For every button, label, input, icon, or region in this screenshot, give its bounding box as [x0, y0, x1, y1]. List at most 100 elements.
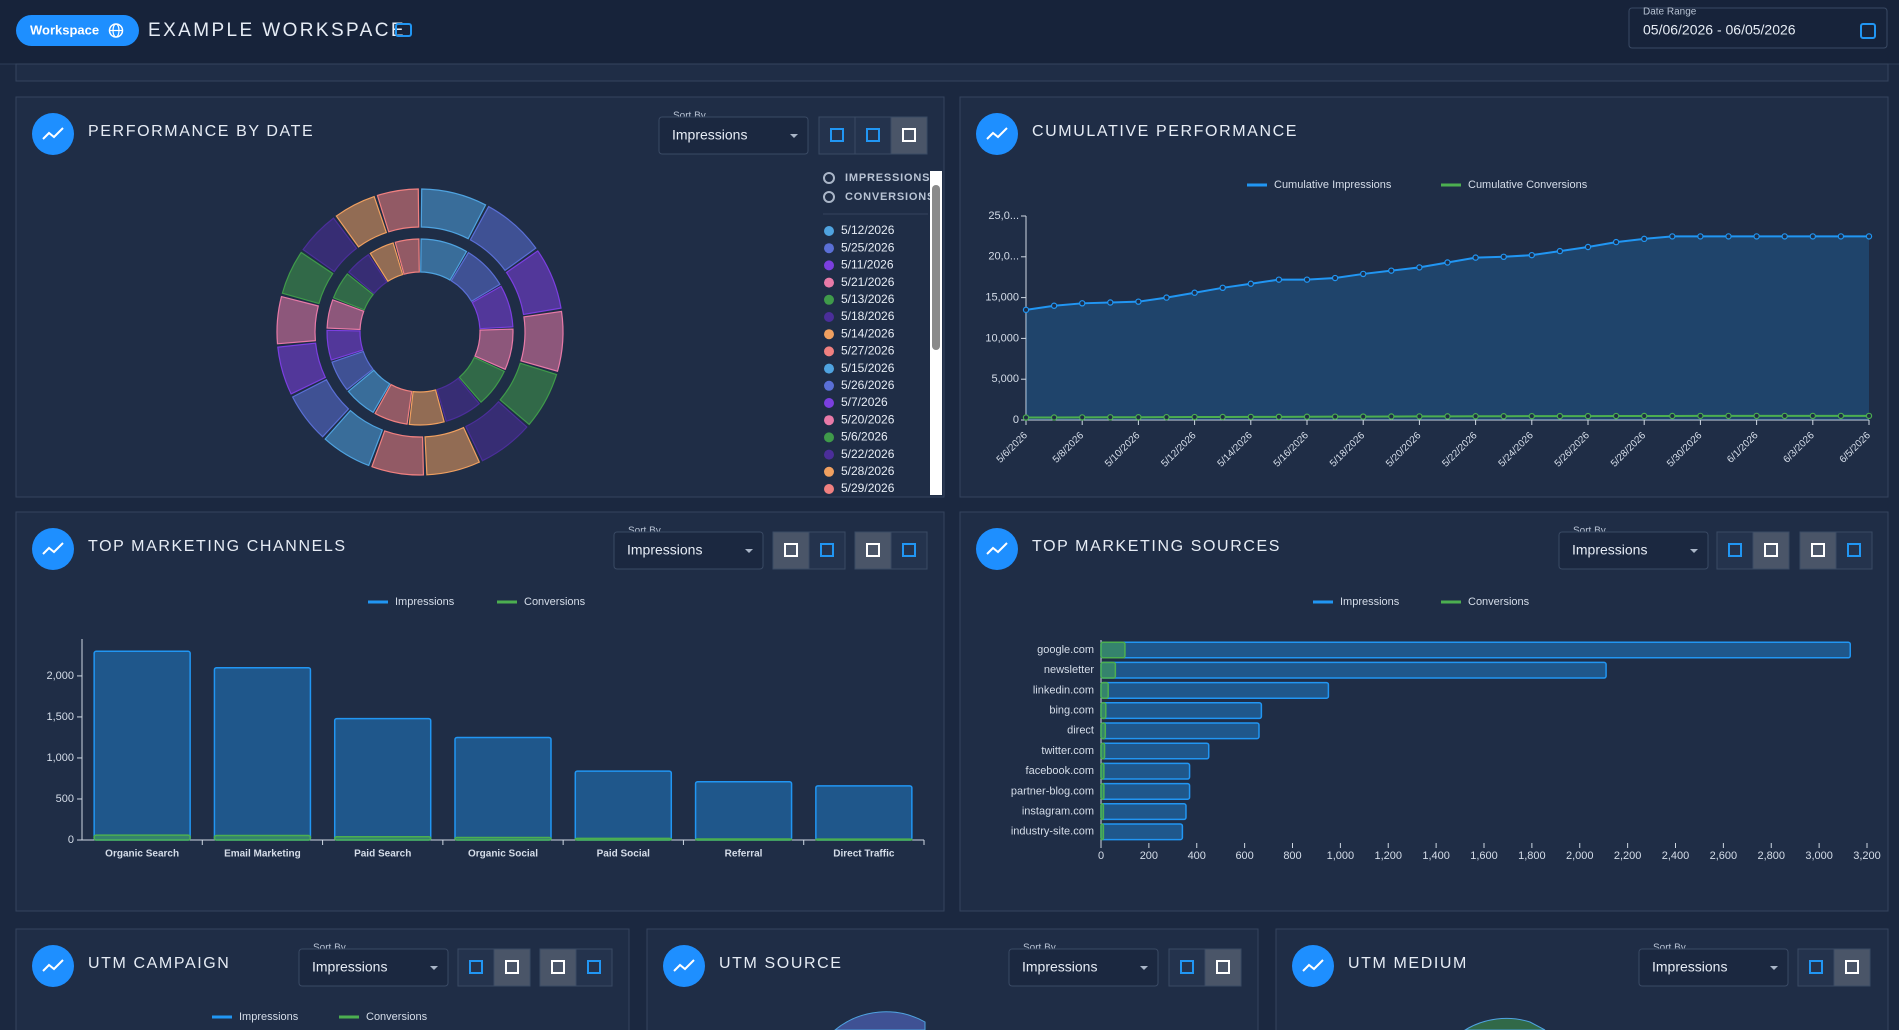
point: [1163, 294, 1170, 301]
point: [1528, 251, 1536, 259]
sort-select[interactable]: [298, 948, 449, 987]
view-button[interactable]: [1204, 948, 1242, 987]
y-tick-label: 2,000: [46, 670, 74, 682]
sort-select[interactable]: [1558, 531, 1709, 570]
panel-title: PERFORMANCE BY DATE: [88, 123, 314, 140]
view-button[interactable]: [1833, 948, 1871, 987]
legend-label: Conversions: [366, 1011, 428, 1023]
view-button[interactable]: [1799, 531, 1837, 570]
view-button-icon: [587, 960, 601, 974]
view-button[interactable]: [1168, 948, 1206, 987]
bar: [213, 666, 312, 841]
top-bar: [0, 0, 1899, 64]
panel-title: UTM CAMPAIGN: [88, 955, 230, 972]
view-button-icon: [902, 128, 916, 142]
y-tick-label: 0: [68, 834, 74, 846]
sort-select[interactable]: [613, 531, 764, 570]
legend-marker: [824, 398, 834, 408]
view-button[interactable]: [575, 948, 613, 987]
view-button[interactable]: [1835, 531, 1873, 570]
panel-icon-glyph: [986, 542, 1008, 555]
bar: [454, 736, 552, 841]
sort-select[interactable]: [1008, 948, 1159, 987]
view-button[interactable]: [772, 531, 810, 570]
panel-icon-glyph: [42, 542, 64, 555]
point: [1528, 412, 1536, 420]
y-tick-label: 25,0...: [988, 210, 1019, 222]
legend-marker: [824, 432, 834, 443]
bar: [815, 785, 913, 841]
y-tick-label: 10,000: [985, 332, 1019, 344]
workspace-badge[interactable]: [16, 15, 139, 46]
pie-segment: [302, 217, 358, 273]
point: [1612, 238, 1620, 246]
view-button[interactable]: [890, 116, 928, 155]
point: [1781, 233, 1788, 240]
point: [1303, 413, 1311, 420]
pie-segment: [326, 329, 364, 361]
sort-caret: [1690, 549, 1698, 553]
sort-value: Impressions: [1572, 542, 1647, 558]
x-tick-label: 3,000: [1805, 850, 1833, 862]
view-button[interactable]: [1752, 531, 1790, 570]
pie-segment: [474, 328, 514, 371]
view-button[interactable]: [854, 531, 892, 570]
pie-segment: [371, 430, 425, 476]
panel-title: CUMULATIVE PERFORMANCE: [1032, 123, 1298, 140]
pie-segment: [374, 383, 413, 425]
x-tick-label: 2,200: [1614, 850, 1642, 862]
point: [1669, 412, 1676, 420]
calendar-icon[interactable]: [1860, 23, 1876, 39]
point: [1416, 413, 1423, 420]
view-button-icon: [1728, 543, 1742, 557]
ring-legend-label: IMPRESSIONS: [845, 172, 930, 184]
point: [1275, 276, 1283, 283]
y-tick-label: partner-blog.com: [1011, 785, 1094, 797]
sort-label: Sort By: [1023, 943, 1056, 954]
view-button[interactable]: [1716, 531, 1754, 570]
pie-segment: [347, 369, 391, 414]
view-button[interactable]: [818, 116, 856, 155]
pie-segment: [420, 188, 487, 240]
view-button[interactable]: [854, 116, 892, 155]
x-tick-label: 1,600: [1470, 850, 1498, 862]
point: [1219, 413, 1226, 421]
point: [1388, 267, 1395, 274]
pie-segment: [281, 251, 334, 305]
point: [1753, 412, 1760, 420]
bar: [93, 834, 191, 841]
bar: [1100, 722, 1107, 740]
view-button[interactable]: [890, 531, 928, 570]
sort-select[interactable]: [658, 116, 809, 155]
view-button-icon: [1845, 960, 1859, 974]
pie-segment: [450, 251, 501, 303]
folder-icon[interactable]: [395, 23, 412, 37]
view-button[interactable]: [457, 948, 495, 987]
bar: [1100, 782, 1105, 800]
view-button[interactable]: [493, 948, 531, 987]
view-button[interactable]: [539, 948, 577, 987]
pie-segment: [408, 389, 445, 426]
point: [1247, 280, 1255, 287]
panel: [646, 928, 1259, 1030]
scrollbar-thumb[interactable]: [932, 185, 940, 350]
y-tick-label: linkedin.com: [1033, 684, 1094, 696]
panel-icon-glyph: [42, 127, 64, 140]
legend-label: 5/7/2026: [841, 395, 888, 409]
view-button[interactable]: [1797, 948, 1835, 987]
panel-icon: [1292, 945, 1334, 987]
sort-caret: [790, 134, 798, 138]
pie-segment: [465, 400, 528, 462]
y-tick-label: google.com: [1037, 644, 1094, 656]
sort-value: Impressions: [672, 127, 747, 143]
date-range-box[interactable]: [1628, 7, 1888, 49]
pie-hint: [834, 1011, 926, 1030]
x-tick-label: 1,200: [1374, 850, 1402, 862]
sort-caret: [1140, 966, 1148, 970]
point: [1472, 413, 1479, 420]
sort-select[interactable]: [1638, 948, 1789, 987]
view-button[interactable]: [808, 531, 846, 570]
point: [1584, 412, 1592, 420]
point: [1669, 233, 1676, 240]
panel-icon-glyph: [1302, 959, 1324, 972]
